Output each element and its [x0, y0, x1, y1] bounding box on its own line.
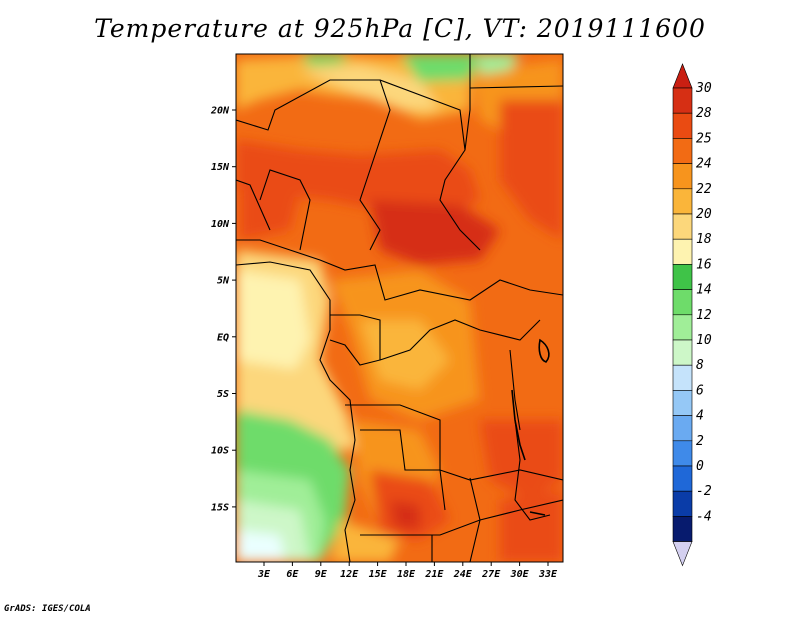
colorbar-label: 14 [696, 283, 712, 298]
country-boundaries [236, 54, 563, 562]
colorbar-label: 4 [696, 409, 704, 424]
grads-credit: GrADS: IGES/COLA [4, 604, 91, 614]
colorbar-label: 22 [696, 182, 712, 197]
lon-tick-label: 30E [510, 569, 530, 580]
colorbar-swatch [672, 339, 693, 366]
colorbar-swatch [672, 490, 693, 517]
colorbar-swatch [672, 465, 693, 492]
lat-tick-label: 5N [217, 276, 230, 287]
lat-tick-label: EQ [217, 332, 229, 343]
colorbar-label: -4 [696, 509, 712, 524]
colorbar-swatch [672, 440, 693, 467]
colorbar-label: 20 [696, 207, 712, 222]
colorbar-label: 8 [696, 358, 704, 373]
colorbar-label: 24 [696, 157, 712, 172]
colorbar-swatch [672, 364, 693, 391]
colorbar-swatch [672, 314, 693, 341]
temperature-field [236, 54, 563, 562]
longitude-axis: 3E 6E 9E 12E 15E 18E 21E 24E 27E 30E 33E [257, 562, 558, 580]
colorbar-swatch [672, 238, 693, 265]
colorbar-swatch [672, 264, 693, 290]
lat-tick-label: 10N [211, 219, 230, 230]
lon-tick-label: 15E [369, 569, 388, 580]
colorbar-swatch [672, 188, 693, 215]
map-title: Temperature at 925hPa [C], VT: 201911160… [94, 14, 706, 43]
lat-tick-label: 10S [211, 446, 229, 457]
lon-tick-label: 3E [257, 569, 271, 580]
colorbar-swatch [672, 390, 693, 416]
lon-tick-label: 24E [453, 569, 473, 580]
colorbar-swatch [672, 112, 693, 139]
lon-tick-label: 18E [397, 569, 416, 580]
latitude-axis: 20N 15N 10N 5N EQ 5S 10S 15S [210, 106, 236, 513]
colorbar-label: 30 [695, 81, 712, 96]
lon-tick-label: 27E [481, 569, 501, 580]
lon-tick-label: 12E [340, 569, 359, 580]
colorbar-swatch [672, 415, 693, 442]
lon-tick-label: 9E [315, 569, 328, 580]
colorbar-swatch [672, 138, 693, 164]
colorbar-swatch [672, 516, 693, 542]
colorbar-bottom-arrow [672, 541, 693, 567]
colorbar-label: 16 [696, 257, 712, 272]
map-frame [235, 53, 564, 563]
lat-tick-label: 15N [211, 162, 230, 173]
lakes [511, 338, 550, 516]
colorbar-label: 18 [696, 232, 712, 247]
colorbar-label: 2 [696, 434, 704, 449]
lon-tick-label: 33E [538, 569, 558, 580]
colorbar-swatch [672, 289, 693, 316]
colorbar-label: 25 [696, 131, 712, 146]
colorbar-label: 0 [696, 459, 704, 474]
colorbar-top-arrow [672, 63, 693, 89]
lon-tick-label: 6E [286, 569, 299, 580]
colorbar-label: 28 [696, 106, 712, 121]
colorbar-label: -2 [696, 484, 712, 499]
colorbar-swatch [672, 163, 693, 190]
lat-tick-label: 20N [210, 106, 230, 117]
colorbar-label: 12 [696, 308, 712, 323]
colorbar-swatch [672, 213, 693, 240]
lon-tick-label: 21E [424, 569, 444, 580]
lat-tick-label: 5S [217, 389, 229, 400]
colorbar-label: 10 [696, 333, 712, 348]
lat-tick-label: 15S [211, 502, 229, 513]
colorbar-label: 6 [696, 383, 704, 398]
colorbar-swatch [672, 87, 693, 114]
